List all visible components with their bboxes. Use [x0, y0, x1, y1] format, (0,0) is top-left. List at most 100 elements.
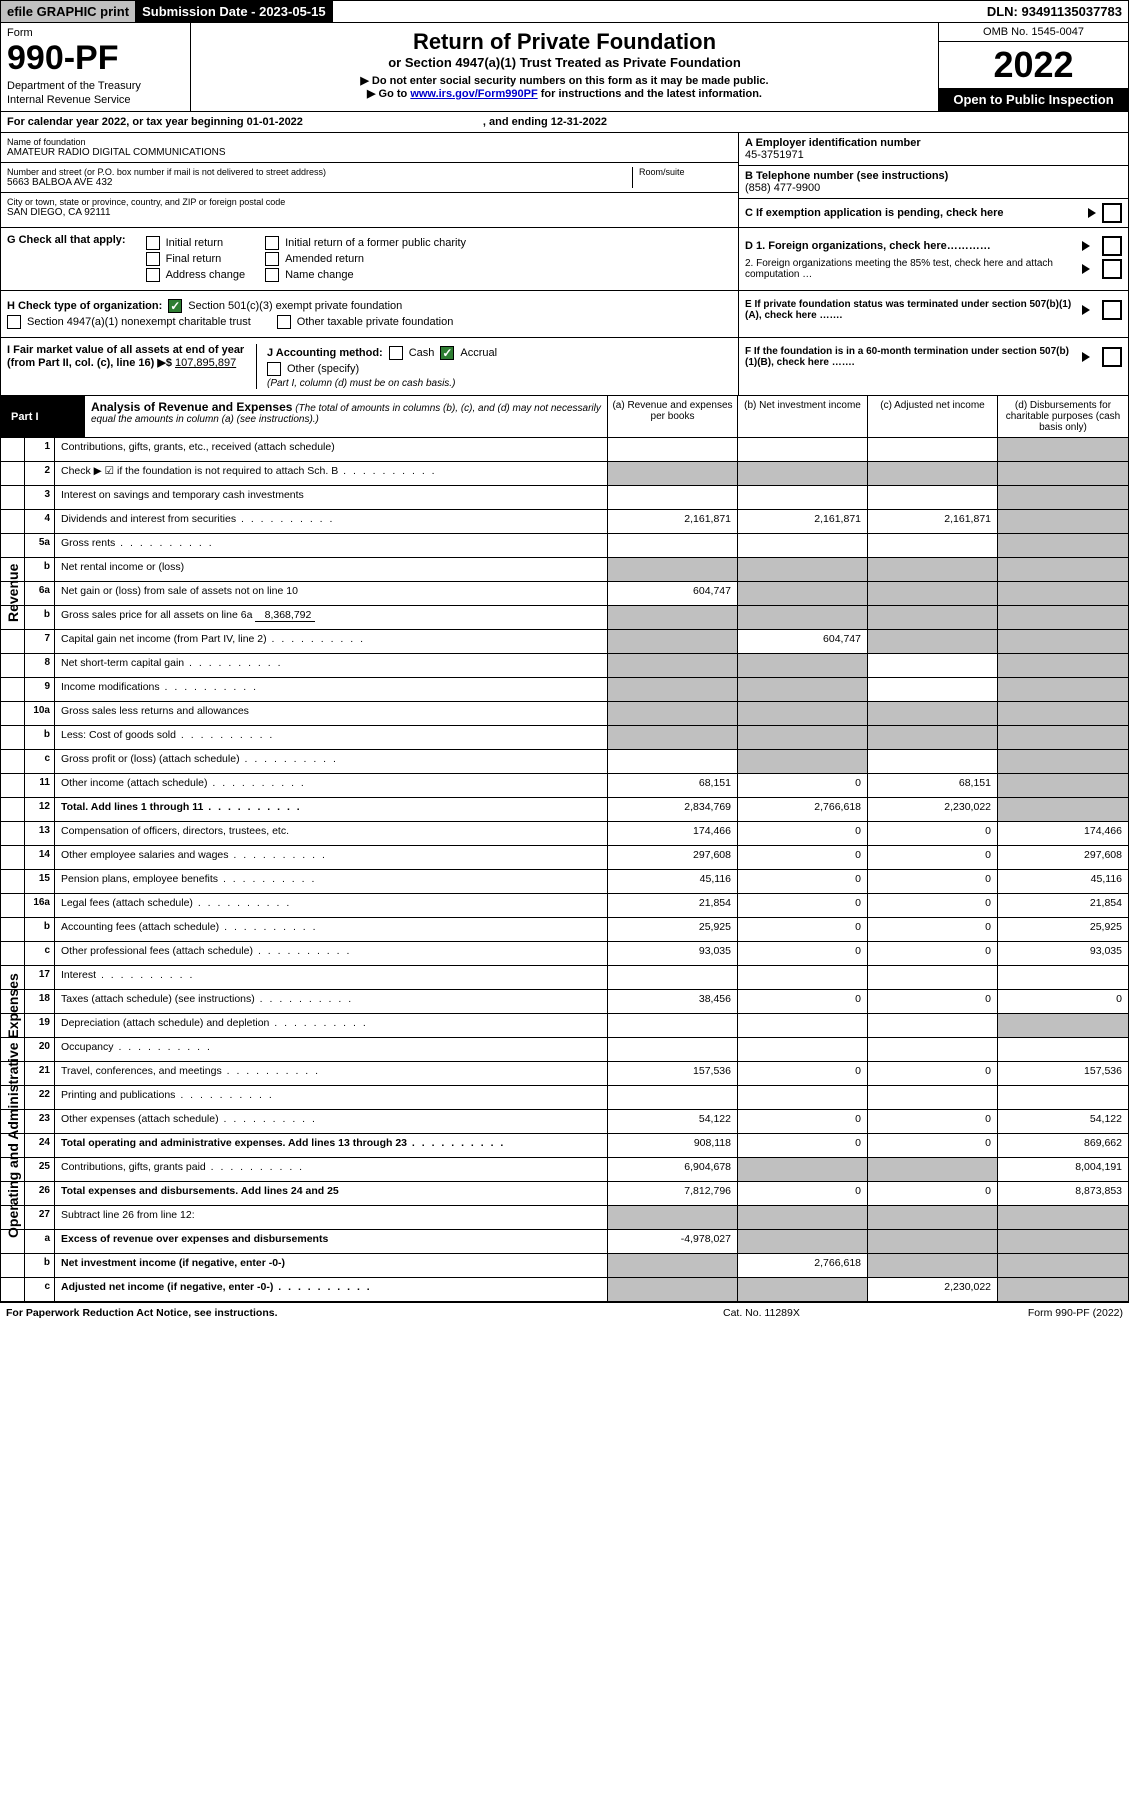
table-row: 5aGross rents	[1, 534, 1128, 558]
cell-a: 25,925	[608, 918, 738, 941]
row-number: 25	[25, 1158, 55, 1181]
ein-cell: A Employer identification number 45-3751…	[739, 133, 1128, 166]
cell-b: 2,766,618	[738, 1254, 868, 1277]
table-row: 12Total. Add lines 1 through 112,834,769…	[1, 798, 1128, 822]
e-checkbox[interactable]	[1102, 300, 1122, 320]
initial-return-checkbox[interactable]	[146, 236, 160, 250]
cell-c	[868, 606, 998, 629]
row-number: 5a	[25, 534, 55, 557]
cell-a	[608, 966, 738, 989]
accrual-checkbox[interactable]	[440, 346, 454, 360]
g-label: G Check all that apply:	[7, 234, 126, 284]
other-taxable-checkbox[interactable]	[277, 315, 291, 329]
row-description: Gross sales price for all assets on line…	[55, 606, 608, 629]
section-i-j-f: I Fair market value of all assets at end…	[0, 338, 1129, 396]
cell-b: 0	[738, 822, 868, 845]
exemption-checkbox[interactable]	[1102, 203, 1122, 223]
tax-year: 2022	[939, 42, 1128, 88]
cell-c: 0	[868, 1062, 998, 1085]
cell-d	[998, 702, 1128, 725]
row-description: Printing and publications	[55, 1086, 608, 1109]
cell-b	[738, 606, 868, 629]
cell-a	[608, 654, 738, 677]
submission-date: Submission Date - 2023-05-15	[136, 1, 333, 22]
cell-c	[868, 678, 998, 701]
f-checkbox[interactable]	[1102, 347, 1122, 367]
cell-c	[868, 966, 998, 989]
table-row: 11Other income (attach schedule)68,15106…	[1, 774, 1128, 798]
cell-b	[738, 702, 868, 725]
row-description: Net rental income or (loss)	[55, 558, 608, 581]
table-row: 14Other employee salaries and wages297,6…	[1, 846, 1128, 870]
final-return-checkbox[interactable]	[146, 252, 160, 266]
cell-b	[738, 438, 868, 461]
part1-header: Part I Analysis of Revenue and Expenses …	[0, 396, 1129, 438]
name-change-checkbox[interactable]	[265, 268, 279, 282]
row-number: 2	[25, 462, 55, 485]
cell-d: 174,466	[998, 822, 1128, 845]
address-change-checkbox[interactable]	[146, 268, 160, 282]
table-row: 7Capital gain net income (from Part IV, …	[1, 630, 1128, 654]
table-row: aExcess of revenue over expenses and dis…	[1, 1230, 1128, 1254]
cell-c: 0	[868, 846, 998, 869]
cell-d	[998, 1014, 1128, 1037]
row-number: 13	[25, 822, 55, 845]
d2-checkbox[interactable]	[1102, 259, 1122, 279]
table-row: 23Other expenses (attach schedule)54,122…	[1, 1110, 1128, 1134]
d1-checkbox[interactable]	[1102, 236, 1122, 256]
cell-a: 297,608	[608, 846, 738, 869]
cell-d	[998, 534, 1128, 557]
cell-a	[608, 558, 738, 581]
501c3-checkbox[interactable]	[168, 299, 182, 313]
row-number: 9	[25, 678, 55, 701]
row-number: b	[25, 1254, 55, 1277]
cell-b	[738, 1038, 868, 1061]
cell-b: 0	[738, 870, 868, 893]
cell-b	[738, 486, 868, 509]
cell-d: 54,122	[998, 1110, 1128, 1133]
row-description: Travel, conferences, and meetings	[55, 1062, 608, 1085]
calendar-year-row: For calendar year 2022, or tax year begi…	[0, 112, 1129, 133]
cell-a: 38,456	[608, 990, 738, 1013]
table-row: bNet investment income (if negative, ent…	[1, 1254, 1128, 1278]
irs-link[interactable]: www.irs.gov/Form990PF	[410, 88, 537, 100]
initial-former-checkbox[interactable]	[265, 236, 279, 250]
arrow-icon	[1082, 305, 1090, 315]
cell-b: 2,161,871	[738, 510, 868, 533]
cell-d: 93,035	[998, 942, 1128, 965]
cash-checkbox[interactable]	[389, 346, 403, 360]
row-number: b	[25, 726, 55, 749]
row-description: Contributions, gifts, grants, etc., rece…	[55, 438, 608, 461]
cell-a: 2,161,871	[608, 510, 738, 533]
row-description: Gross rents	[55, 534, 608, 557]
table-row: 13Compensation of officers, directors, t…	[1, 822, 1128, 846]
row-number: a	[25, 1230, 55, 1253]
cell-b	[738, 966, 868, 989]
cell-c	[868, 1014, 998, 1037]
cell-c	[868, 630, 998, 653]
fmv-value: 107,895,897	[175, 357, 236, 369]
4947-checkbox[interactable]	[7, 315, 21, 329]
city-cell: City or town, state or province, country…	[1, 193, 738, 222]
amended-return-checkbox[interactable]	[265, 252, 279, 266]
cell-c	[868, 1230, 998, 1253]
cell-d: 8,873,853	[998, 1182, 1128, 1205]
arrow-icon	[1082, 352, 1090, 362]
row-description: Legal fees (attach schedule)	[55, 894, 608, 917]
cell-a	[608, 1278, 738, 1301]
cell-a	[608, 1086, 738, 1109]
row-description: Capital gain net income (from Part IV, l…	[55, 630, 608, 653]
table-row: 15Pension plans, employee benefits45,116…	[1, 870, 1128, 894]
cell-a: 93,035	[608, 942, 738, 965]
other-method-checkbox[interactable]	[267, 362, 281, 376]
cell-b	[738, 462, 868, 485]
cell-d: 297,608	[998, 846, 1128, 869]
table-row: 4Dividends and interest from securities2…	[1, 510, 1128, 534]
cell-a	[608, 750, 738, 773]
cell-b	[738, 1278, 868, 1301]
dln-label: DLN: 93491135037783	[981, 1, 1128, 22]
cell-d	[998, 1086, 1128, 1109]
row-description: Excess of revenue over expenses and disb…	[55, 1230, 608, 1253]
cell-c	[868, 1038, 998, 1061]
table-row: cAdjusted net income (if negative, enter…	[1, 1278, 1128, 1302]
